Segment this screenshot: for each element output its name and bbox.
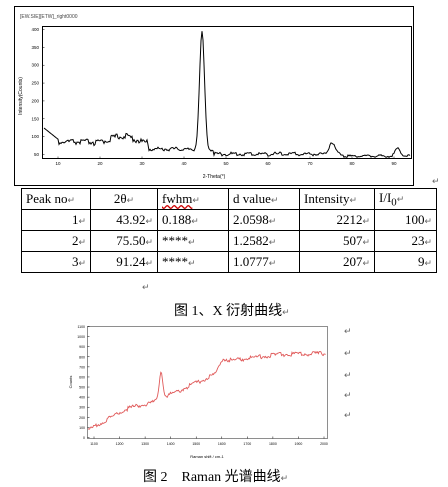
raman-y-tick-label: 400 <box>79 396 85 400</box>
raman-y-tick-label: 200 <box>79 416 85 420</box>
xrd-y-tick-label: 150 <box>31 116 39 121</box>
xrd-x-axis-label: 2-Theta(°) <box>203 174 226 180</box>
raman-y-tick-label: 500 <box>79 386 85 390</box>
xrd-y-tick-label: 350 <box>31 45 39 50</box>
raman-y-tick-label: 800 <box>79 355 85 359</box>
xrd-y-tick-label: 100 <box>31 134 39 139</box>
peak-no-cell: 1↵ <box>21 209 91 231</box>
raman-plot: Counts Raman shift / cm-1 11001000900800… <box>68 325 328 459</box>
figure-caption-1: 图 1、X 衍射曲线↵ <box>174 304 290 319</box>
xrd-y-tick-label: 200 <box>31 98 39 103</box>
d-value-cell: 1.0777↵ <box>228 251 300 273</box>
fwhm-cell: 0.188↵ <box>157 209 229 231</box>
paragraph-mark: ↵ <box>344 326 352 336</box>
xrd-x-tick-label: 40 <box>181 161 187 166</box>
two-theta-cell: 43.92↵ <box>90 209 158 231</box>
xrd-y-tick-label: 400 <box>31 27 39 32</box>
raman-y-tick-label: 600 <box>79 375 85 379</box>
raman-x-tick-label: 1900 <box>295 442 303 446</box>
raman-x-tick-label: 1300 <box>141 442 149 446</box>
paragraph-mark: ↵ <box>344 410 352 420</box>
figure-caption-2: 图 2 Raman 光谱曲线↵ <box>143 470 289 485</box>
xrd-x-tick-label: 20 <box>97 161 103 166</box>
xrd-x-tick-label: 30 <box>139 161 145 166</box>
xrd-plot: [EW.SIE][ETW]_right0000 Intensity(Counts… <box>14 6 414 186</box>
d-value-cell: 1.2582↵ <box>228 230 300 252</box>
header-cell: I/I0↵ <box>374 188 437 210</box>
xrd-y-tick-label: 300 <box>31 63 39 68</box>
raman-x-tick-label: 1600 <box>218 442 226 446</box>
two-theta-cell: 75.50↵ <box>90 230 158 252</box>
intensity-cell: 2212↵ <box>299 209 375 231</box>
raman-x-tick-label: 1700 <box>243 442 251 446</box>
raman-y-tick-label: 1100 <box>77 325 85 329</box>
paragraph-mark: ↵ <box>344 348 352 358</box>
raman-y-axis-label: Counts <box>68 376 73 389</box>
ratio-cell: 9↵ <box>374 251 437 273</box>
fwhm-cell: ****↵ <box>157 251 229 273</box>
table-row: 3↵ 91.24↵ ****↵ 1.0777↵ 207↵ 9↵ <box>21 251 437 273</box>
d-value-cell: 2.0598↵ <box>228 209 300 231</box>
table-row: 2↵ 75.50↵ ****↵ 1.2582↵ 507↵ 23↵ <box>21 230 437 252</box>
raman-y-tick-label: 300 <box>79 406 85 410</box>
peak-no-cell: 3↵ <box>21 251 91 273</box>
xrd-x-tick-label: 10 <box>55 161 61 166</box>
header-cell: Intensity↵ <box>299 188 375 210</box>
raman-y-tick-label: 900 <box>79 345 85 349</box>
ratio-cell: 23↵ <box>374 230 437 252</box>
raman-x-tick-label: 2000 <box>320 442 328 446</box>
raman-x-tick-label: 1400 <box>167 442 175 446</box>
table-row: 1↵ 43.92↵ 0.188↵ 2.0598↵ 2212↵ 100↵ <box>21 209 437 231</box>
raman-x-tick-label: 1800 <box>269 442 277 446</box>
xrd-x-tick-label: 70 <box>307 161 313 166</box>
raman-y-tick-label: 100 <box>79 426 85 430</box>
xrd-y-tick-label: 250 <box>31 81 39 86</box>
header-cell: d value↵ <box>228 188 300 210</box>
paragraph-mark: ↵ <box>142 282 150 292</box>
xrd-y-axis-label: Intensity(Counts) <box>18 77 24 115</box>
two-theta-cell: 91.24↵ <box>90 251 158 273</box>
intensity-cell: 207↵ <box>299 251 375 273</box>
peak-table: Peak no↵ 2θ↵ fwhm↵ d value↵ Intensity↵ I… <box>21 188 437 273</box>
xrd-file-label: [EW.SIE][ETW]_right0000 <box>20 14 78 20</box>
xrd-x-tick-label: 50 <box>223 161 229 166</box>
raman-y-tick-label: 700 <box>79 365 85 369</box>
fwhm-cell: ****↵ <box>157 230 229 252</box>
raman-plot-area <box>87 326 328 439</box>
xrd-y-tick-label: 50 <box>34 152 40 157</box>
header-cell: fwhm↵ <box>157 188 229 210</box>
raman-x-tick-label: 1100 <box>90 442 98 446</box>
raman-y-tick-label: 0 <box>83 436 85 440</box>
ratio-cell: 100↵ <box>374 209 437 231</box>
peak-table-header-row: Peak no↵ 2θ↵ fwhm↵ d value↵ Intensity↵ I… <box>21 188 437 210</box>
xrd-plot-area <box>42 26 412 159</box>
paragraph-mark: ↵ <box>432 176 440 186</box>
raman-x-tick-label: 1200 <box>116 442 124 446</box>
raman-spectrum-curve <box>87 350 326 430</box>
intensity-cell: 507↵ <box>299 230 375 252</box>
paragraph-mark: ↵ <box>344 370 352 380</box>
raman-x-tick-label: 1500 <box>192 442 200 446</box>
xrd-x-tick-label: 60 <box>265 161 271 166</box>
raman-figure: Counts Raman shift / cm-1 1100 1000 900 800… <box>66 318 341 466</box>
paragraph-mark: ↵ <box>344 390 352 400</box>
raman-y-tick-label: 1000 <box>77 335 85 339</box>
peak-no-cell: 2↵ <box>21 230 91 252</box>
xrd-figure: [EW.SIE][ETW]_right0000 Intensity(Counts… <box>14 6 414 186</box>
xrd-x-tick-label: 80 <box>349 161 355 166</box>
header-cell: 2θ↵ <box>90 188 158 210</box>
xrd-x-tick-label: 90 <box>391 161 397 166</box>
raman-x-axis-label: Raman shift / cm-1 <box>190 454 224 459</box>
xrd-diffraction-curve <box>43 31 411 159</box>
header-cell: Peak no↵ <box>21 188 91 210</box>
